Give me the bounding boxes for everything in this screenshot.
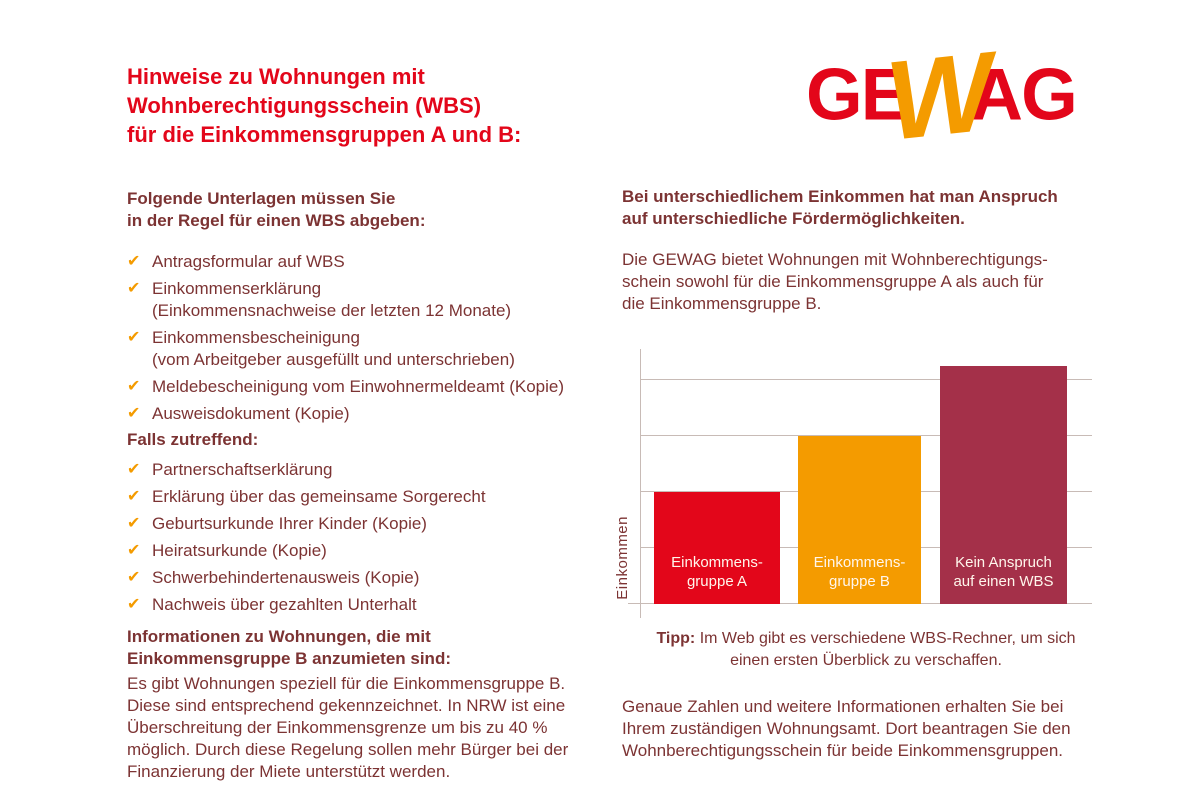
doc-text: Partnerschaftserklärung <box>152 460 333 479</box>
checklist-item: ✔ Heiratsurkunde (Kopie) <box>127 540 667 562</box>
doc-text: Antragsformular auf WBS <box>152 252 345 271</box>
doc-text: Einkommensbescheinigung (vom Arbeitgeber… <box>152 328 515 369</box>
doc-text: Heiratsurkunde (Kopie) <box>152 541 327 560</box>
logo-w-swoosh: W <box>881 28 1007 154</box>
gewag-logo: GE AG W <box>806 24 1088 154</box>
doc-text: Erklärung über das gemeinsame Sorgerecht <box>152 487 486 506</box>
checklist-item: ✔ Partnerschaftserklärung <box>127 459 667 481</box>
checklist-item: ✔ Einkommensbescheinigung (vom Arbeitgeb… <box>127 327 667 371</box>
bar-kein-anspruch-wbs: Kein Anspruch auf einen WBS <box>940 366 1067 604</box>
logo-text-ge: GE <box>806 54 908 135</box>
checklist-item: ✔ Einkommenserklärung (Einkommensnachwei… <box>127 278 667 322</box>
gridline <box>640 435 1092 436</box>
check-icon: ✔ <box>127 515 141 532</box>
logo-text-ag: AG <box>970 54 1076 135</box>
income-bar-chart: Einkommen Einkommens- gruppe A Einkommen… <box>614 349 1102 627</box>
doc-text: Meldebescheinigung vom Einwohnermeldeamt… <box>152 377 565 396</box>
section-heading-falls-zutreffend: Falls zutreffend: <box>127 430 259 449</box>
section-heading-info-gruppe-b: Informationen zu Wohnungen, die mit Eink… <box>127 627 451 668</box>
closing-paragraph: Genaue Zahlen und weitere Informationen … <box>622 697 1071 760</box>
checklist-item: ✔ Meldebescheinigung vom Einwohnermeldea… <box>127 376 667 398</box>
gridline <box>640 379 1092 380</box>
check-icon: ✔ <box>127 378 141 395</box>
info-paragraph: Es gibt Wohnungen speziell für die Einko… <box>127 674 569 781</box>
bar-label: Einkommens- gruppe B <box>813 554 906 590</box>
check-icon: ✔ <box>127 542 141 559</box>
y-axis-label: Einkommen <box>614 516 631 600</box>
bar-label: Einkommens- gruppe A <box>671 554 763 590</box>
checklist-item: ✔ Ausweisdokument (Kopie) <box>127 403 667 425</box>
check-icon: ✔ <box>127 461 141 478</box>
check-icon: ✔ <box>127 405 141 422</box>
intro-heading: Bei unterschiedlichem Einkommen hat man … <box>622 187 1058 228</box>
bar-label: Kein Anspruch auf einen WBS <box>953 554 1054 590</box>
conditional-docs-list: ✔ Partnerschaftserklärung ✔ Erklärung üb… <box>127 459 667 621</box>
bar-einkommensgruppe-b: Einkommens- gruppe B <box>798 436 921 604</box>
checklist-item: ✔ Erklärung über das gemeinsame Sorgerec… <box>127 486 667 508</box>
required-docs-list: ✔ Antragsformular auf WBS ✔ Einkommenser… <box>127 251 667 430</box>
tipp-text: Im Web gibt es verschiedene WBS-Rechner,… <box>699 630 1076 669</box>
checklist-item: ✔ Antragsformular auf WBS <box>127 251 667 273</box>
checklist-item: ✔ Nachweis über gezahlten Unterhalt <box>127 594 667 616</box>
doc-text: Nachweis über gezahlten Unterhalt <box>152 595 417 614</box>
check-icon: ✔ <box>127 253 141 270</box>
check-icon: ✔ <box>127 280 141 297</box>
doc-text: Einkommenserklärung (Einkommensnachweise… <box>152 279 512 320</box>
check-icon: ✔ <box>127 329 141 346</box>
check-icon: ✔ <box>127 488 141 505</box>
doc-text: Geburtsurkunde Ihrer Kinder (Kopie) <box>152 514 427 533</box>
doc-text: Schwerbehindertenausweis (Kopie) <box>152 568 420 587</box>
tipp-label: Tipp: <box>656 630 696 647</box>
check-icon: ✔ <box>127 596 141 613</box>
check-icon: ✔ <box>127 569 141 586</box>
checklist-item: ✔ Geburtsurkunde Ihrer Kinder (Kopie) <box>127 513 667 535</box>
section-heading-required-docs: Folgende Unterlagen müssen Sie in der Re… <box>127 189 426 230</box>
page-title: Hinweise zu Wohnungen mit Wohnberechtigu… <box>127 64 522 147</box>
y-axis-line <box>640 349 641 618</box>
chart-plot-area: Einkommen Einkommens- gruppe A Einkommen… <box>614 349 1092 618</box>
intro-paragraph: Die GEWAG bietet Wohnungen mit Wohnberec… <box>622 250 1048 313</box>
checklist-item: ✔ Schwerbehindertenausweis (Kopie) <box>127 567 667 589</box>
tipp-note: Tipp: Im Web gibt es verschiedene WBS-Re… <box>630 628 1102 672</box>
doc-text: Ausweisdokument (Kopie) <box>152 404 350 423</box>
bar-einkommensgruppe-a: Einkommens- gruppe A <box>654 492 780 604</box>
